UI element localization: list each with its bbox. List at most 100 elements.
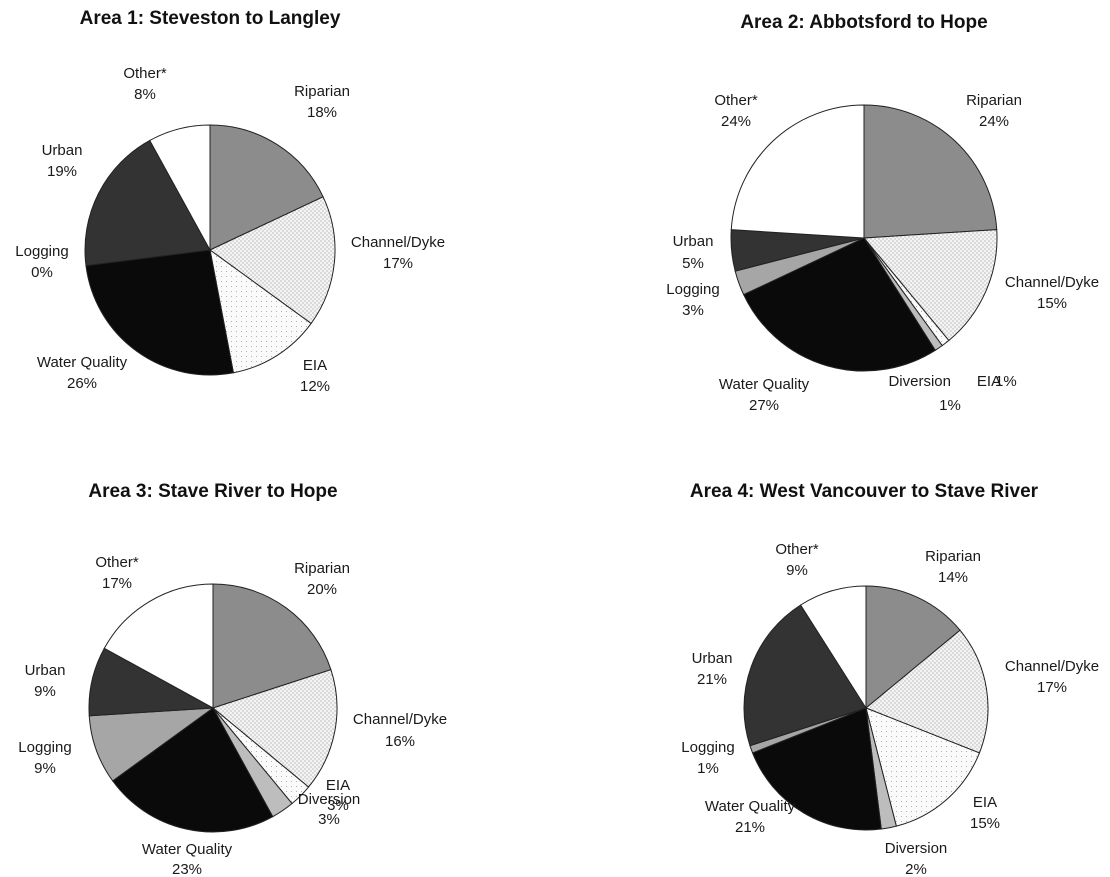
- pie-slice-water-quality: [751, 707, 882, 831]
- slice-label-urban: Urban 19%: [42, 142, 83, 180]
- slice-label-channel-dyke: Channel/Dyke 16%: [353, 711, 447, 750]
- slice-label-logging: Logging 1%: [681, 739, 734, 777]
- pie-slice-water-quality: [742, 237, 936, 372]
- svg-text:18%: 18%: [307, 104, 337, 121]
- slice-label-logging: Logging 9%: [18, 739, 71, 777]
- svg-text:Channel/Dyke: Channel/Dyke: [1005, 658, 1099, 675]
- pie-chart-area-2: Area 2: Abbotsford to Hope Riparian 24% …: [666, 12, 1099, 414]
- slice-label-riparian: Riparian 20%: [294, 560, 350, 598]
- pie-slice-urban: [743, 604, 867, 747]
- slice-label-water-quality: Water Quality 27%: [719, 376, 810, 414]
- pie-slice-eia: [209, 248, 312, 374]
- svg-text:20%: 20%: [307, 581, 337, 598]
- slice-label-logging: Logging 0%: [15, 243, 68, 281]
- pie-chart-area-1: Area 1: Steveston to Langley Riparian 18…: [15, 8, 445, 395]
- pie-slice-urban: [84, 139, 211, 267]
- svg-text:24%: 24%: [979, 113, 1009, 130]
- slice-label-water-quality: Water Quality 23%: [142, 841, 233, 877]
- svg-text:Other*: Other*: [123, 65, 167, 82]
- svg-text:Logging: Logging: [681, 739, 734, 756]
- chart-title: Area 3: Stave River to Hope: [88, 481, 337, 502]
- pie-slice-other: [730, 104, 865, 239]
- svg-text:15%: 15%: [970, 815, 1000, 832]
- slice-label-urban: Urban 5%: [673, 233, 714, 272]
- svg-text:15%: 15%: [1037, 295, 1067, 312]
- slice-label-eia: EIA 3%: [326, 777, 350, 814]
- pie-slices: [730, 104, 998, 372]
- svg-text:Channel/Dyke: Channel/Dyke: [1005, 274, 1099, 291]
- pie-slice-riparian: [865, 585, 961, 710]
- slice-label-urban: Urban 9%: [25, 662, 66, 700]
- svg-text:1%: 1%: [697, 760, 719, 777]
- slice-label-channel-dyke: Channel/Dyke 15%: [1005, 274, 1099, 312]
- svg-text:Logging: Logging: [666, 281, 719, 298]
- slice-label-other: Other* 24%: [714, 92, 758, 130]
- svg-text:Water Quality: Water Quality: [719, 376, 810, 393]
- svg-text:Water Quality: Water Quality: [37, 354, 128, 371]
- svg-text:Urban: Urban: [25, 662, 66, 679]
- svg-text:17%: 17%: [1037, 679, 1067, 696]
- svg-text:1%: 1%: [995, 373, 1017, 390]
- chart-title: Area 1: Steveston to Langley: [80, 8, 341, 29]
- svg-text:Urban: Urban: [42, 142, 83, 159]
- svg-text:1%: 1%: [939, 397, 961, 414]
- svg-text:17%: 17%: [383, 255, 413, 272]
- pie-slice-riparian: [209, 124, 324, 251]
- svg-text:EIA: EIA: [973, 794, 997, 811]
- pie-slice-other: [149, 124, 211, 251]
- pie-slices: [743, 585, 989, 831]
- chart-title: Area 4: West Vancouver to Stave River: [690, 481, 1039, 502]
- pie-slice-other: [799, 585, 867, 710]
- svg-text:Urban: Urban: [673, 233, 714, 250]
- svg-text:Channel/Dyke: Channel/Dyke: [351, 234, 445, 251]
- svg-text:3%: 3%: [682, 302, 704, 319]
- svg-text:EIA: EIA: [326, 777, 350, 794]
- svg-text:3%: 3%: [327, 797, 349, 814]
- svg-text:0%: 0%: [31, 264, 53, 281]
- svg-text:Other*: Other*: [775, 541, 819, 558]
- pie-chart-area-4: Area 4: West Vancouver to Stave River Ri…: [681, 481, 1099, 877]
- svg-text:Logging: Logging: [18, 739, 71, 756]
- pie-slice-channel-dyke: [865, 629, 989, 754]
- chart-title: Area 2: Abbotsford to Hope: [740, 12, 987, 33]
- slice-label-diversion: Diversion 2%: [885, 840, 948, 877]
- slice-label-water-quality: Water Quality 26%: [37, 354, 128, 392]
- svg-text:26%: 26%: [67, 375, 97, 392]
- pie-slice-channel-dyke: [211, 669, 338, 788]
- svg-text:Logging: Logging: [15, 243, 68, 260]
- pie-slices: [88, 583, 338, 833]
- svg-text:Diversion: Diversion: [888, 373, 951, 390]
- slice-label-eia: EIA 12%: [300, 357, 330, 395]
- slice-label-channel-dyke: Channel/Dyke 17%: [351, 234, 445, 272]
- svg-text:16%: 16%: [385, 733, 415, 750]
- slice-label-diversion: Diversion 1%: [888, 373, 960, 414]
- svg-text:9%: 9%: [34, 683, 56, 700]
- slice-label-logging: Logging 3%: [666, 281, 719, 319]
- slice-label-eia: EIA 15%: [970, 794, 1000, 832]
- slice-label-other: Other* 8%: [123, 65, 167, 103]
- svg-text:Riparian: Riparian: [925, 548, 981, 565]
- svg-text:21%: 21%: [735, 819, 765, 836]
- svg-text:Riparian: Riparian: [294, 83, 350, 100]
- svg-text:Riparian: Riparian: [294, 560, 350, 577]
- svg-text:3%: 3%: [318, 811, 340, 828]
- svg-text:5%: 5%: [682, 255, 704, 272]
- svg-text:Water Quality: Water Quality: [142, 841, 233, 858]
- svg-text:Riparian: Riparian: [966, 92, 1022, 109]
- pie-chart-area-3: Area 3: Stave River to Hope Riparian 20%…: [18, 481, 447, 877]
- svg-text:2%: 2%: [905, 861, 927, 877]
- svg-text:17%: 17%: [102, 575, 132, 592]
- pie-slice-channel-dyke: [862, 229, 998, 342]
- svg-text:Diversion: Diversion: [885, 840, 948, 857]
- svg-text:19%: 19%: [47, 163, 77, 180]
- svg-text:14%: 14%: [938, 569, 968, 586]
- slice-label-diversion: Diversion 3%: [298, 791, 361, 828]
- svg-text:Water Quality: Water Quality: [705, 798, 796, 815]
- svg-text:Other*: Other*: [714, 92, 758, 109]
- slice-label-other: Other* 9%: [775, 541, 819, 579]
- pie-slice-water-quality: [85, 249, 235, 376]
- svg-text:23%: 23%: [172, 861, 202, 877]
- pie-slice-water-quality: [111, 707, 274, 833]
- svg-text:Channel/Dyke: Channel/Dyke: [353, 711, 447, 728]
